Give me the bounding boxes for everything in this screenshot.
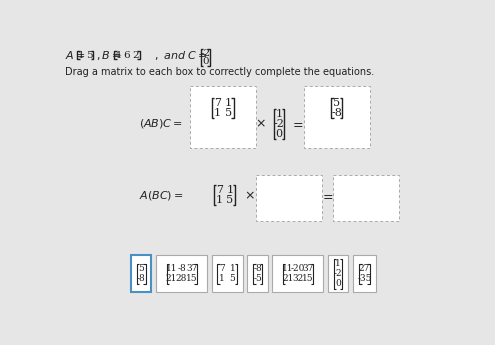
Text: -8: -8 bbox=[137, 274, 146, 284]
Bar bbox=[328, 255, 348, 293]
Text: -2: -2 bbox=[334, 269, 343, 278]
Text: 5: 5 bbox=[227, 195, 234, 205]
Text: 7: 7 bbox=[214, 98, 221, 108]
Text: 1: 1 bbox=[214, 108, 221, 118]
Text: 1: 1 bbox=[219, 274, 225, 284]
Text: 5: 5 bbox=[86, 51, 92, 60]
Text: 11: 11 bbox=[166, 264, 177, 274]
Text: 1: 1 bbox=[335, 259, 341, 268]
Bar bbox=[212, 255, 243, 293]
Text: 5: 5 bbox=[139, 264, 144, 274]
Text: 32: 32 bbox=[292, 274, 303, 284]
Bar bbox=[131, 255, 151, 293]
Text: -5: -5 bbox=[253, 274, 262, 284]
Text: 27: 27 bbox=[359, 264, 370, 274]
Text: 0: 0 bbox=[202, 57, 208, 66]
Text: $, B=$: $, B=$ bbox=[96, 49, 122, 62]
Text: 7: 7 bbox=[216, 185, 223, 195]
Text: -35: -35 bbox=[357, 274, 372, 284]
Text: 15: 15 bbox=[302, 274, 314, 284]
Text: $=$: $=$ bbox=[320, 189, 334, 202]
Text: $A(BC)=$: $A(BC)=$ bbox=[140, 189, 184, 202]
Text: 4: 4 bbox=[115, 51, 122, 60]
Text: 5: 5 bbox=[225, 108, 232, 118]
Text: 21: 21 bbox=[166, 274, 177, 284]
Text: $\times$: $\times$ bbox=[255, 117, 266, 130]
Bar bbox=[248, 255, 268, 293]
Text: $,$ and $C=$: $,$ and $C=$ bbox=[154, 49, 208, 62]
Text: 5: 5 bbox=[230, 274, 235, 284]
Text: -8: -8 bbox=[331, 108, 342, 118]
Text: Drag a matrix to each box to correctly complete the equations.: Drag a matrix to each box to correctly c… bbox=[65, 67, 374, 77]
Bar bbox=[272, 255, 323, 293]
Text: 0: 0 bbox=[275, 129, 283, 139]
Text: 1: 1 bbox=[225, 98, 232, 108]
Text: -2: -2 bbox=[273, 119, 284, 129]
Text: 37: 37 bbox=[186, 264, 198, 274]
Text: 37: 37 bbox=[302, 264, 314, 274]
Text: 1: 1 bbox=[78, 51, 85, 60]
Text: 28: 28 bbox=[176, 274, 187, 284]
Text: 1: 1 bbox=[227, 185, 234, 195]
Text: $=$: $=$ bbox=[290, 117, 303, 130]
Bar bbox=[303, 86, 370, 148]
Text: -8: -8 bbox=[177, 264, 186, 274]
Text: 15: 15 bbox=[186, 274, 198, 284]
Text: 6: 6 bbox=[124, 51, 130, 60]
Text: 7: 7 bbox=[219, 264, 225, 274]
Text: 2: 2 bbox=[132, 51, 139, 60]
Text: $A=$: $A=$ bbox=[65, 49, 86, 61]
Bar bbox=[156, 255, 207, 293]
Text: 11: 11 bbox=[282, 264, 294, 274]
Text: 1: 1 bbox=[275, 109, 283, 119]
Text: 5: 5 bbox=[333, 98, 340, 108]
Text: $(AB)C=$: $(AB)C=$ bbox=[140, 117, 183, 130]
Text: 21: 21 bbox=[282, 274, 294, 284]
Bar bbox=[353, 255, 376, 293]
Bar bbox=[190, 86, 255, 148]
Text: -20: -20 bbox=[291, 264, 305, 274]
Bar bbox=[333, 175, 399, 221]
Text: 1: 1 bbox=[230, 264, 235, 274]
Text: -8: -8 bbox=[253, 264, 262, 274]
Text: $\times$: $\times$ bbox=[244, 189, 255, 202]
Bar bbox=[255, 175, 321, 221]
Text: -2: -2 bbox=[200, 49, 210, 58]
Text: 0: 0 bbox=[335, 279, 341, 288]
Text: 1: 1 bbox=[216, 195, 223, 205]
